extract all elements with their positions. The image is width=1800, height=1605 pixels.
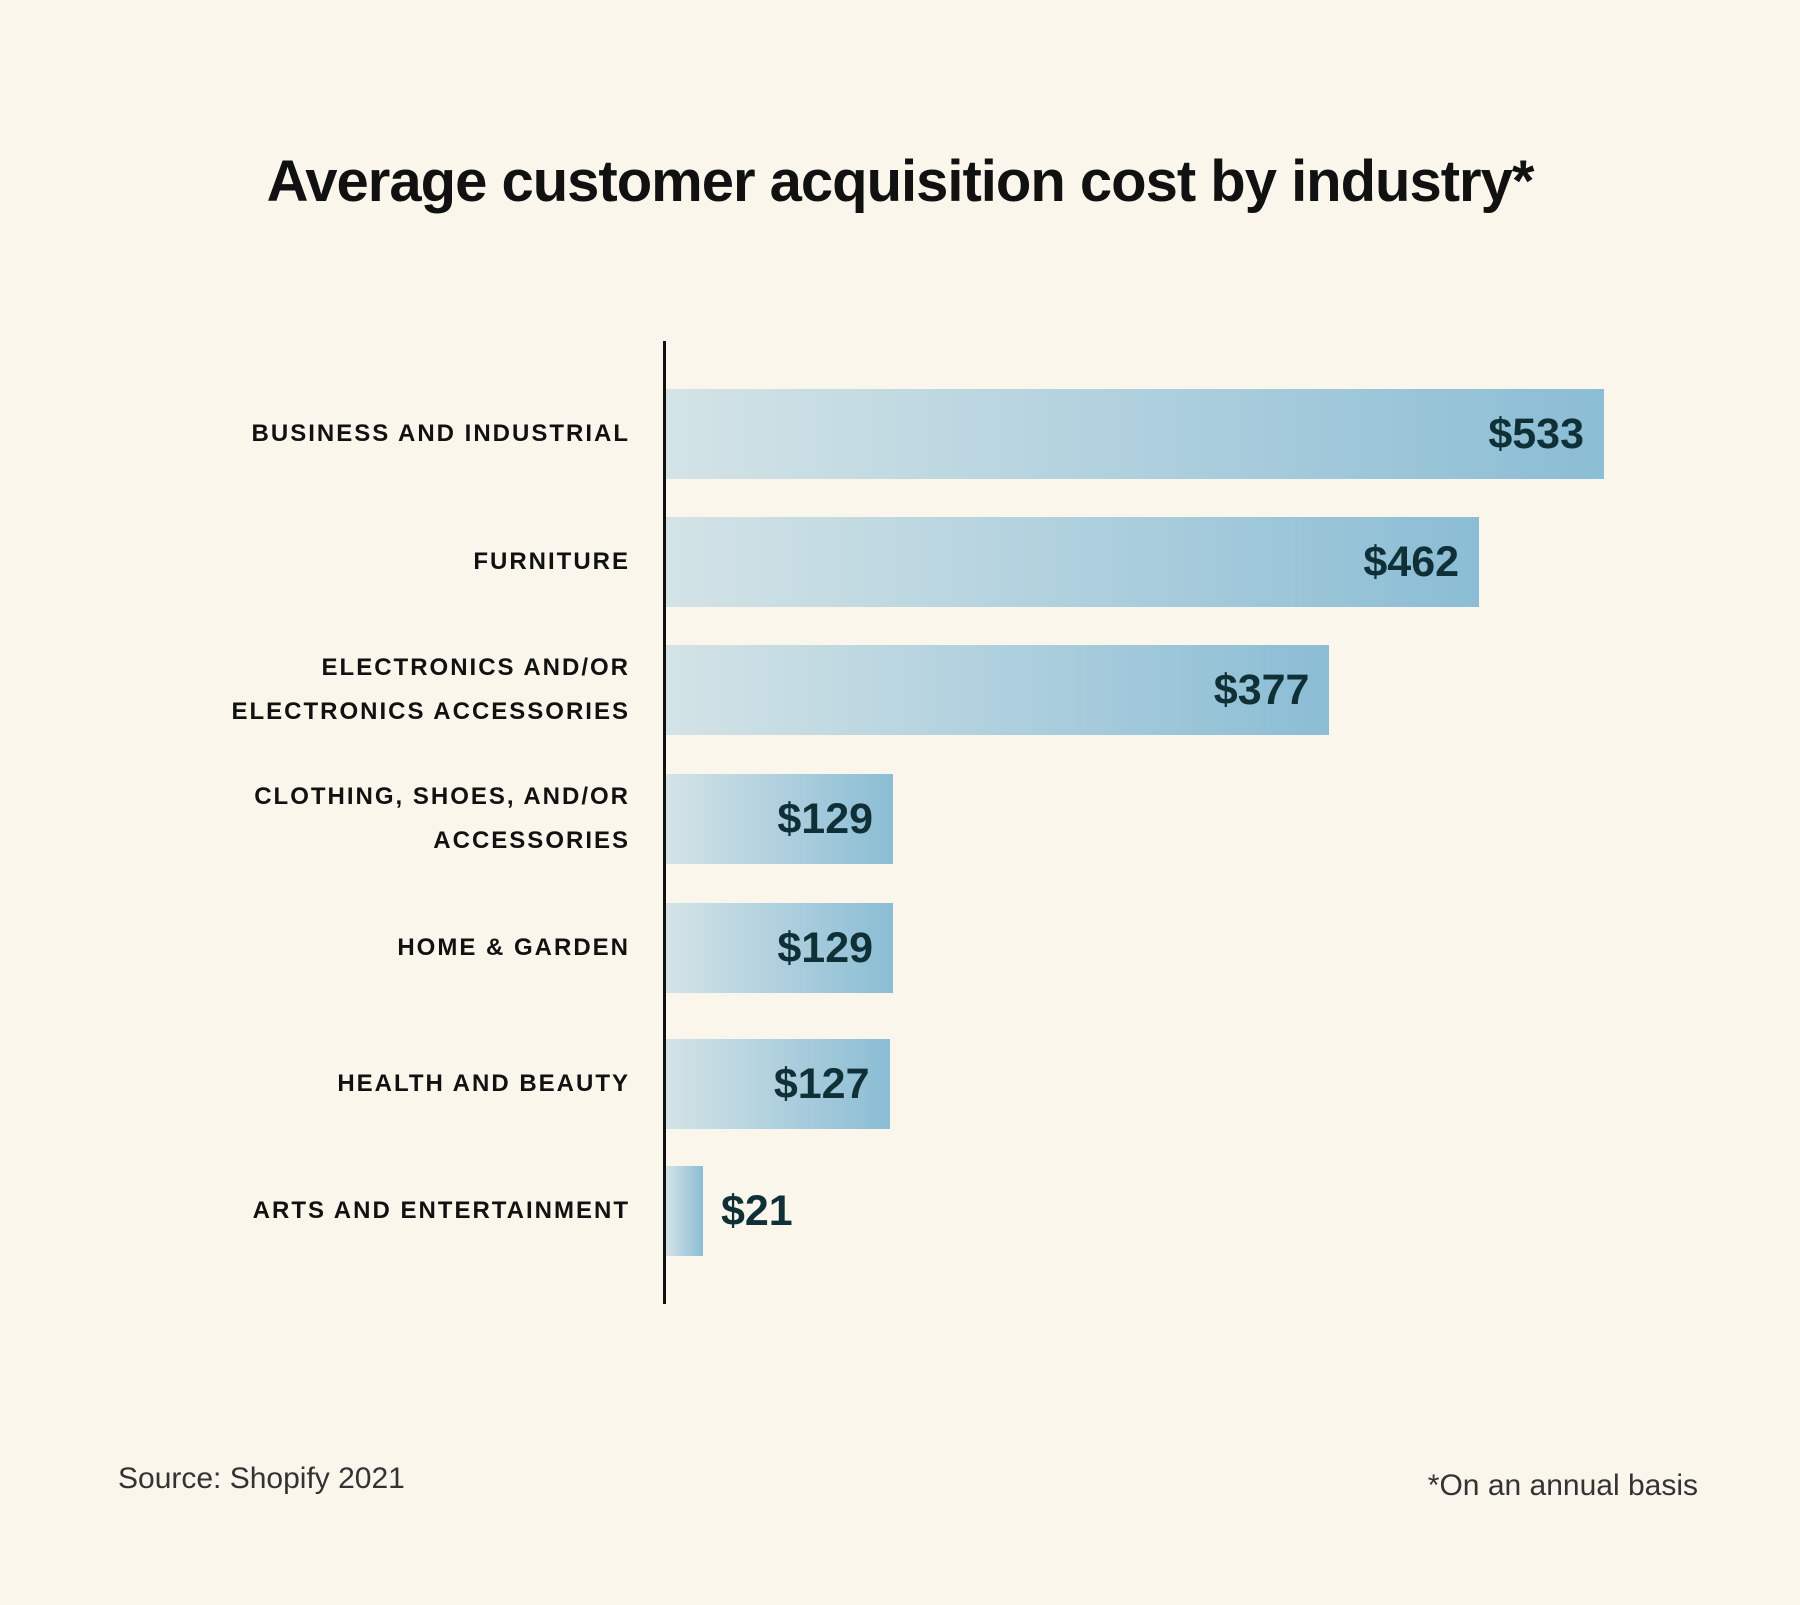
category-label-line: BUSINESS AND INDUSTRIAL — [251, 420, 630, 447]
bar — [666, 389, 1604, 479]
category-label: HEALTH AND BEAUTY — [337, 1062, 630, 1106]
bar — [666, 1039, 890, 1129]
category-label: FURNITURE — [473, 540, 630, 584]
category-label: CLOTHING, SHOES, AND/OR ACCESSORIES — [254, 775, 630, 863]
category-label: ELECTRONICS AND/OR ELECTRONICS ACCESSORIE… — [232, 646, 631, 734]
category-label: BUSINESS AND INDUSTRIAL — [252, 412, 630, 456]
category-label-line: ELECTRONICS AND/OR — [321, 654, 630, 681]
category-label-line: ELECTRONICS ACCESSORIES — [231, 698, 630, 725]
data-label: $129 — [777, 795, 874, 843]
chart-title: Average customer acquisition cost by ind… — [266, 149, 1535, 214]
category-label-line: CLOTHING, SHOES, AND/OR — [254, 783, 630, 810]
bar — [666, 903, 894, 993]
source-text: Source: Shopify 2021 — [118, 1462, 405, 1495]
bar — [666, 1166, 703, 1256]
data-label: $462 — [1363, 538, 1460, 586]
category-label-line: ACCESSORIES — [433, 827, 630, 854]
category-label-line: HOME & GARDEN — [397, 934, 630, 961]
data-label: $129 — [777, 924, 874, 972]
data-label: $533 — [1488, 410, 1584, 458]
bar — [666, 517, 1480, 607]
footnote: *On an annual basis — [1427, 1469, 1698, 1502]
category-label-line: HEALTH AND BEAUTY — [337, 1070, 630, 1097]
y-axis-line — [663, 341, 666, 1304]
category-label-line: FURNITURE — [473, 548, 630, 575]
category-label: HOME & GARDEN — [397, 926, 630, 970]
bar — [666, 645, 1330, 735]
bar — [666, 774, 894, 864]
data-label: $377 — [1213, 666, 1310, 714]
data-label: $127 — [773, 1060, 870, 1108]
category-label-line: ARTS AND ENTERTAINMENT — [252, 1197, 630, 1224]
category-label: ARTS AND ENTERTAINMENT — [253, 1189, 630, 1233]
data-label: $21 — [720, 1187, 793, 1235]
